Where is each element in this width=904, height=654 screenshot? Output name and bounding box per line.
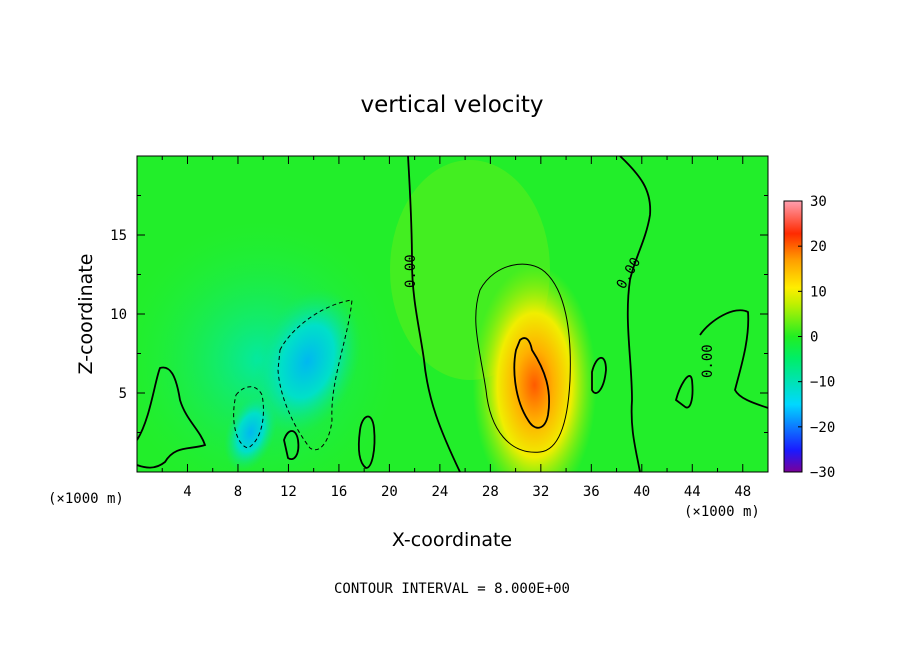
x-unit-right: (×1000 m) [684, 504, 760, 520]
colorbar-tick-label: 20 [810, 239, 827, 255]
x-tick-label: 28 [482, 484, 499, 500]
contour-updraft-outer [475, 263, 571, 453]
contour-small-2 [358, 415, 376, 469]
contour-zero-left [407, 156, 461, 472]
y-tick-label: 5 [119, 386, 127, 402]
contour-right-cell [674, 375, 694, 409]
colorbar-tick-label: −30 [810, 465, 835, 481]
contour-updraft-inner [513, 337, 550, 429]
feature-downdraft [253, 288, 361, 434]
x-tick-label: 32 [532, 484, 549, 500]
feature-updraft-core [472, 265, 597, 472]
contour-lines [137, 156, 768, 472]
contour-interval: CONTOUR INTERVAL = 8.000E+00 [334, 581, 570, 597]
y-axis-ticks: 5 10 15 [110, 195, 768, 433]
contour-small-1 [591, 356, 607, 394]
contour-downdraft-lower [233, 386, 264, 449]
colorbar-tick-label: −20 [810, 420, 835, 436]
x-tick-label: 20 [381, 484, 398, 500]
x-tick-label: 12 [280, 484, 297, 500]
y-tick-label: 10 [110, 307, 127, 323]
colorbar-ticks: 30 20 10 0 −10 −20 −30 [798, 194, 835, 481]
contour-right-low [699, 309, 768, 409]
x-unit-left: (×1000 m) [48, 491, 124, 507]
chart-title: vertical velocity [361, 92, 544, 118]
colorbar-tick-label: 10 [810, 284, 827, 300]
contour-small-3 [283, 430, 300, 460]
x-tick-label: 24 [431, 484, 448, 500]
contour-left-low [137, 366, 207, 469]
x-axis-ticks: 4 8 12 16 20 24 28 32 36 40 44 48 [161, 156, 751, 500]
x-tick-label: 8 [234, 484, 242, 500]
y-tick-label: 15 [110, 228, 127, 244]
x-tick-label: 40 [633, 484, 650, 500]
contour-label-right: 0.00 [700, 344, 716, 378]
colorbar-tick-label: −10 [810, 375, 835, 391]
contour-zero-right [619, 156, 652, 472]
x-tick-label: 48 [734, 484, 751, 500]
x-tick-label: 36 [583, 484, 600, 500]
x-axis-label: X-coordinate [392, 529, 512, 551]
contour-label-left: 0.00 [403, 254, 419, 288]
x-tick-label: 44 [684, 484, 701, 500]
y-axis-label: Z-coordinate [75, 254, 97, 375]
x-tick-label: 16 [330, 484, 347, 500]
plot-field [137, 156, 768, 472]
colorbar-tick-label: 30 [810, 194, 827, 210]
colorbar-tick-label: 0 [810, 330, 818, 346]
x-tick-label: 4 [183, 484, 191, 500]
